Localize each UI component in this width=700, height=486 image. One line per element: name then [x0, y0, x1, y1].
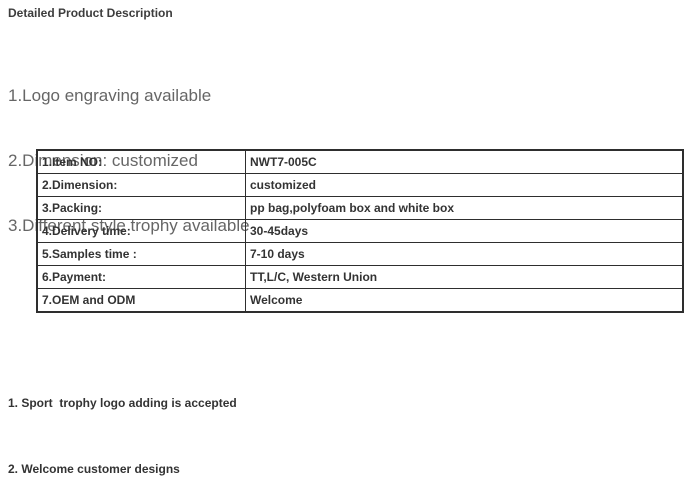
table-row: 3.Packing: pp bag,polyfoam box and white… [36, 196, 684, 220]
spec-label: 4.Delivery time: [36, 219, 246, 243]
spec-value: 7-10 days [245, 242, 684, 266]
spec-label: 6.Payment: [36, 265, 246, 289]
section-title: Detailed Product Description [8, 6, 173, 20]
table-row: 6.Payment: TT,L/C, Western Union [36, 265, 684, 289]
feature-item: 1. Sport trophy logo adding is accepted [8, 395, 237, 410]
spec-value: pp bag,polyfoam box and white box [245, 196, 684, 220]
spec-value: customized [245, 173, 684, 197]
table-row: 2.Dimension: customized [36, 173, 684, 197]
spec-label: 2.Dimension: [36, 173, 246, 197]
spec-label: 5.Samples time : [36, 242, 246, 266]
spec-label: 1.Item NO: [36, 149, 246, 174]
spec-value: NWT7-005C [245, 149, 684, 174]
feature-list: 1. Sport trophy logo adding is accepted … [8, 347, 582, 486]
spec-value: 30-45days [245, 219, 684, 243]
feature-item: 2. Welcome customer designs [8, 462, 180, 477]
spec-value: TT,L/C, Western Union [245, 265, 684, 289]
table-row: 4.Delivery time: 30-45days [36, 219, 684, 243]
spec-table: 1.Item NO: NWT7-005C 2.Dimension: custom… [36, 149, 684, 313]
table-row: 5.Samples time : 7-10 days [36, 242, 684, 266]
intro-item: 1.Logo engraving available [8, 86, 212, 106]
spec-label: 7.OEM and ODM [36, 288, 246, 313]
table-row: 1.Item NO: NWT7-005C [36, 149, 684, 174]
spec-value: Welcome [245, 288, 684, 313]
table-row: 7.OEM and ODM Welcome [36, 288, 684, 313]
spec-label: 3.Packing: [36, 196, 246, 220]
